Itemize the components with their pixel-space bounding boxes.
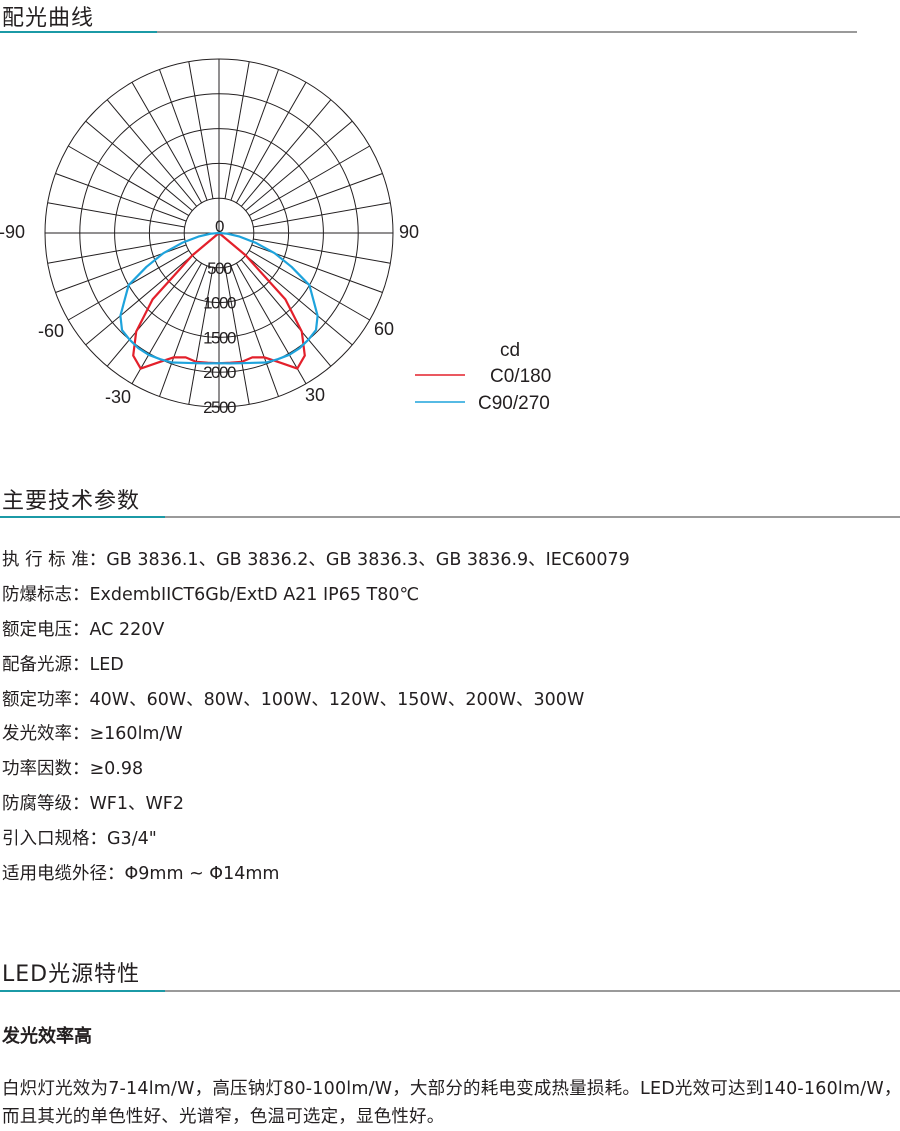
angle-label: -90	[0, 222, 25, 242]
param-label: 配备光源：	[2, 654, 90, 675]
grid-spoke	[240, 259, 332, 367]
grid-spoke	[224, 61, 250, 199]
grid-spoke	[248, 145, 370, 217]
grid-spoke	[47, 238, 185, 264]
param-row: 配备光源：LED	[2, 650, 630, 685]
radial-tick-label: 1500	[203, 328, 236, 347]
grid-spoke	[131, 262, 203, 384]
legend-label: C0/180	[490, 366, 551, 387]
param-value: Φ9mm ~ Φ14mm	[124, 864, 280, 885]
param-label: 发光效率：	[2, 724, 90, 745]
angle-label: 90	[399, 222, 419, 242]
angle-label: 30	[305, 385, 325, 405]
param-label: 额定功率：	[2, 689, 90, 710]
radial-tick-label: 2000	[203, 363, 236, 382]
param-label: 引入口规格：	[2, 829, 107, 850]
grid-spoke	[131, 82, 203, 204]
radial-tick-label: 0	[215, 217, 224, 236]
grid-spoke	[253, 202, 391, 228]
grid-spoke	[85, 254, 193, 346]
grid-spoke	[47, 202, 185, 228]
param-row: 引入口规格：G3/4"	[2, 824, 630, 859]
param-label: 防爆标志：	[2, 584, 90, 605]
series-curve-C90-270	[119, 231, 319, 365]
param-value: GB 3836.1、GB 3836.2、GB 3836.3、GB 3836.9、…	[106, 550, 630, 570]
param-row: 防腐等级：WF1、WF2	[2, 789, 630, 824]
grid-spoke	[224, 267, 250, 405]
grid-spoke	[245, 120, 353, 212]
section-title-led: LED光源特性	[2, 962, 141, 987]
grid-spoke	[235, 262, 307, 384]
param-row: 功率因数：≥0.98	[2, 754, 630, 789]
legend-unit-label: cd	[500, 340, 520, 361]
radial-tick-label: 1000	[203, 294, 236, 313]
polar-light-distribution-chart: 0 500 1000 1500 2000 2500 -90 -60 -30 30 60 90 cd C0/…	[0, 58, 551, 417]
param-row: 防爆标志：ExdembIICT6Gb/ExtD A21 IP65 T80℃	[2, 580, 630, 615]
section-title-params: 主要技术参数	[2, 489, 141, 514]
param-value: ≥0.98	[89, 759, 144, 780]
param-value: ExdembIICT6Gb/ExtD A21 IP65 T80℃	[89, 584, 420, 605]
section-divider	[0, 31, 857, 33]
param-row: 执 行 标 准：GB 3836.1、GB 3836.2、GB 3836.3、GB…	[2, 545, 630, 580]
angle-label: -30	[105, 387, 131, 407]
param-row: 适用电缆外径：Φ9mm ~ Φ14mm	[2, 859, 630, 894]
grid-spoke	[235, 82, 307, 204]
params-list: 执 行 标 准：GB 3836.1、GB 3836.2、GB 3836.3、GB…	[2, 545, 630, 894]
grid-spoke	[253, 238, 391, 264]
grid-spoke	[85, 120, 193, 212]
param-value: ≥160lm/W	[89, 724, 183, 745]
param-label: 额定电压：	[2, 619, 90, 640]
grid-spoke	[159, 69, 208, 201]
grid-spoke	[230, 265, 279, 397]
grid-spoke	[188, 267, 214, 405]
legend-label: C90/270	[478, 393, 550, 414]
param-row: 额定电压：AC 220V	[2, 615, 630, 650]
param-value: 40W、60W、80W、100W、120W、150W、200W、300W	[89, 689, 585, 710]
param-row: 发光效率：≥160lm/W	[2, 719, 630, 754]
grid-spoke	[251, 173, 383, 222]
param-label: 防腐等级：	[2, 794, 90, 815]
grid-spoke	[106, 259, 198, 367]
section-divider	[0, 516, 900, 518]
grid-spoke	[230, 69, 279, 201]
param-value: AC 220V	[89, 619, 165, 640]
section-title-curve: 配光曲线	[2, 6, 95, 31]
param-label: 适用电缆外径：	[2, 864, 125, 885]
param-label: 功率因数：	[2, 759, 90, 780]
grid-spoke	[188, 61, 214, 199]
grid-spoke	[159, 265, 208, 397]
angle-label: -60	[38, 321, 64, 341]
grid-spoke	[245, 254, 353, 346]
grid-spoke	[68, 145, 190, 217]
grid-spoke	[55, 173, 187, 222]
led-subtitle: 发光效率高	[2, 1026, 92, 1047]
section-divider	[0, 990, 900, 992]
radial-tick-label: 500	[207, 259, 232, 278]
angle-label: 60	[374, 319, 394, 339]
param-label: 执 行 标 准：	[2, 550, 107, 570]
grid-spoke	[106, 99, 198, 207]
radial-tick-label: 2500	[203, 398, 236, 417]
led-paragraph: 白炽灯光效为7-14lm/W，高压钠灯80-100lm/W，大部分的耗电变成热量…	[2, 1079, 900, 1127]
grid-spoke	[240, 99, 332, 207]
param-value: G3/4"	[107, 829, 157, 850]
param-value: LED	[89, 654, 124, 675]
param-value: WF1、WF2	[89, 794, 185, 815]
param-row: 额定功率：40W、60W、80W、100W、120W、150W、200W、300…	[2, 685, 630, 720]
